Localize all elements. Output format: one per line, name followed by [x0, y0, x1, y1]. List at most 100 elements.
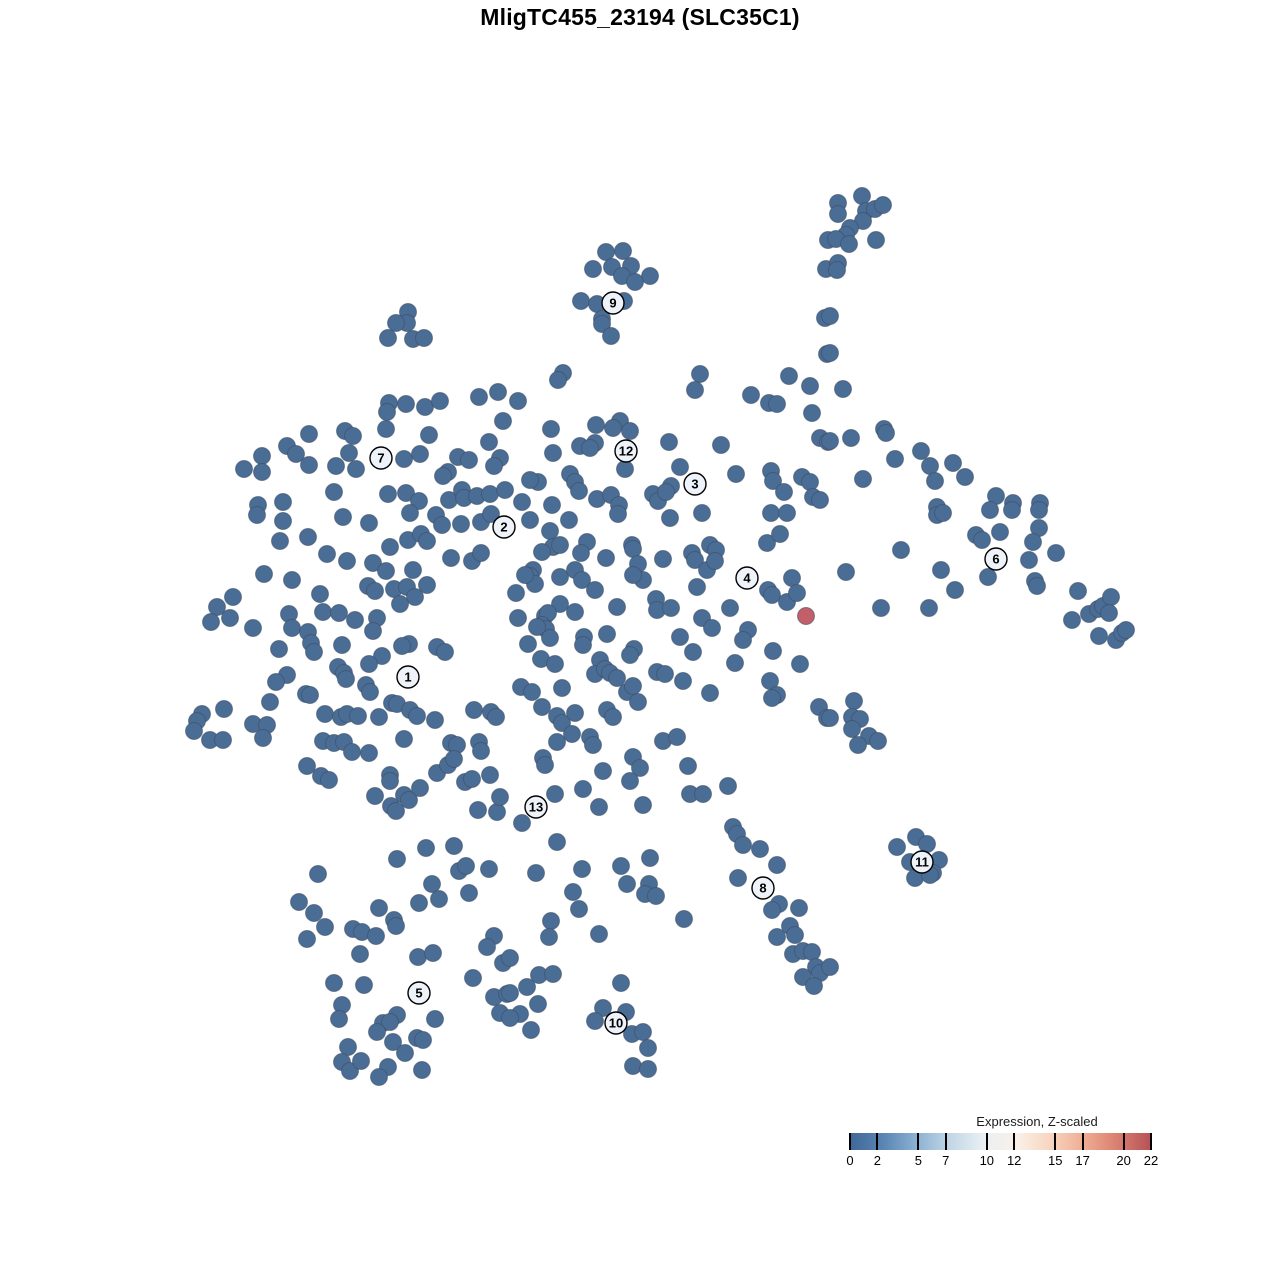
data-point [478, 938, 496, 956]
data-point [274, 512, 292, 530]
data-point [869, 732, 887, 750]
data-point [496, 481, 514, 499]
data-point [381, 1013, 399, 1031]
data-point [274, 493, 292, 511]
cluster-label-11: 11 [915, 855, 929, 870]
data-point [546, 785, 564, 803]
data-point [788, 584, 806, 602]
legend-tick-label: 22 [1143, 1153, 1159, 1168]
data-point [271, 532, 289, 550]
data-point [379, 485, 397, 503]
data-point [343, 743, 361, 761]
data-point [956, 468, 974, 486]
data-point [837, 563, 855, 581]
data-point [768, 928, 786, 946]
data-point [734, 631, 752, 649]
data-point [786, 926, 804, 944]
data-point [391, 595, 409, 613]
data-point [267, 673, 285, 691]
data-point [634, 796, 652, 814]
data-point [370, 708, 388, 726]
data-point [574, 780, 592, 798]
data-point [445, 750, 463, 768]
data-point [573, 571, 591, 589]
data-point [581, 439, 599, 457]
cluster-label-circle-3 [683, 472, 707, 496]
data-point [370, 1068, 388, 1086]
data-point [656, 665, 674, 683]
data-point [1063, 611, 1081, 629]
data-point [783, 569, 801, 587]
data-point [367, 927, 385, 945]
data-point [384, 1033, 402, 1051]
cluster-label-1: 1 [404, 670, 411, 685]
data-point [472, 742, 490, 760]
expression-legend: Expression, Z-scaled 0 2 5 7 10 12 15 17 20 22 [846, 1114, 1158, 1170]
data-point [829, 205, 847, 223]
data-point [843, 720, 861, 738]
data-point [597, 549, 615, 567]
data-point [853, 187, 871, 205]
data-point [674, 672, 692, 690]
data-point [540, 928, 558, 946]
data-point [801, 473, 819, 491]
data-point [487, 708, 505, 726]
data-point [877, 424, 895, 442]
data-point [981, 501, 999, 519]
data-point [660, 433, 678, 451]
data-point [406, 588, 424, 606]
data-point [501, 1009, 519, 1027]
data-point [926, 472, 944, 490]
data-point [346, 611, 364, 629]
data-point [507, 584, 525, 602]
data-point [388, 850, 406, 868]
data-point [811, 491, 829, 509]
data-point [360, 655, 378, 673]
legend-tick-label: 7 [942, 1153, 950, 1168]
data-point [387, 802, 405, 820]
data-point [327, 457, 345, 475]
data-point [621, 646, 639, 664]
data-point [366, 787, 384, 805]
data-point [572, 292, 590, 310]
data-point [764, 642, 782, 660]
data-point [355, 976, 373, 994]
data-point [543, 496, 561, 514]
data-point [918, 835, 936, 853]
data-point [418, 532, 436, 550]
cluster-label-13: 13 [529, 800, 543, 815]
data-point [415, 329, 433, 347]
data-point [418, 576, 436, 594]
data-point [587, 416, 605, 434]
data-point [488, 803, 506, 821]
data-point [932, 561, 950, 579]
data-point [842, 429, 860, 447]
data-point [542, 912, 560, 930]
data-point [522, 1021, 540, 1039]
data-point [337, 670, 355, 688]
data-point [979, 568, 997, 586]
data-point [397, 395, 415, 413]
data-point [920, 599, 938, 617]
data-point [574, 636, 592, 654]
legend-tick [1054, 1133, 1057, 1150]
cluster-label-12: 12 [619, 444, 633, 459]
data-point [527, 864, 545, 882]
data-point [775, 483, 793, 501]
data-point [621, 772, 639, 790]
data-point [597, 243, 615, 261]
data-point [912, 442, 930, 460]
legend-tick-label: 0 [846, 1153, 854, 1168]
data-point [584, 736, 602, 754]
data-point [886, 450, 904, 468]
data-point [290, 893, 308, 911]
data-point [379, 329, 397, 347]
data-point [639, 1060, 657, 1078]
legend-tick [917, 1133, 920, 1150]
legend-gradient-bar [850, 1133, 1151, 1150]
data-point [668, 728, 686, 746]
data-point [378, 403, 396, 421]
data-point [790, 899, 808, 917]
data-point [641, 267, 659, 285]
data-point [688, 578, 706, 596]
